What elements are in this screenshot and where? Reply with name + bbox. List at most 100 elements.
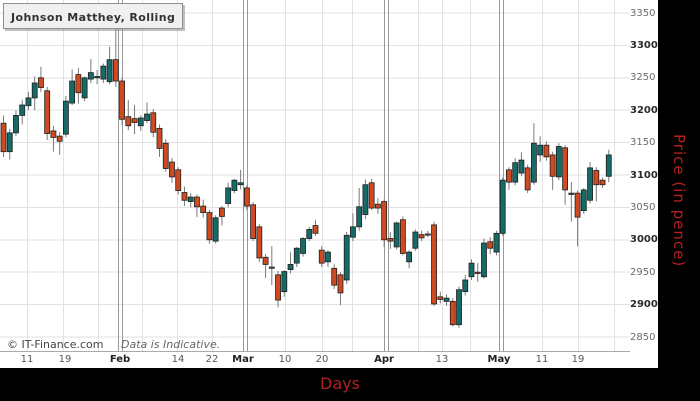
- candle-up[interactable]: [343, 234, 350, 281]
- candle-up[interactable]: [87, 72, 94, 80]
- candle-down[interactable]: [38, 77, 44, 88]
- candle-up[interactable]: [106, 59, 113, 83]
- candle-up[interactable]: [531, 142, 537, 183]
- candle-up[interactable]: [393, 222, 400, 248]
- candle-up[interactable]: [325, 251, 331, 263]
- candle-up[interactable]: [518, 159, 525, 174]
- candle-up[interactable]: [225, 187, 232, 204]
- candle-down[interactable]: [368, 182, 375, 209]
- candle-up[interactable]: [468, 262, 475, 278]
- candle-up[interactable]: [137, 117, 144, 127]
- candle-down[interactable]: [374, 203, 381, 209]
- candle-up[interactable]: [605, 154, 612, 177]
- candle-up[interactable]: [587, 167, 593, 201]
- candle-down[interactable]: [431, 224, 437, 305]
- candle-down[interactable]: [268, 266, 275, 269]
- candle-down[interactable]: [119, 80, 125, 120]
- candle-down[interactable]: [599, 179, 606, 186]
- candle-up[interactable]: [456, 289, 462, 326]
- candle-down[interactable]: [549, 154, 556, 177]
- candle-up[interactable]: [555, 146, 562, 178]
- candle-up[interactable]: [281, 271, 288, 293]
- candle-up[interactable]: [350, 226, 356, 238]
- candle-down[interactable]: [318, 249, 325, 264]
- candle-up[interactable]: [300, 238, 306, 254]
- candle-up[interactable]: [19, 104, 26, 116]
- candle-up[interactable]: [512, 162, 519, 183]
- candle-down[interactable]: [474, 271, 481, 274]
- candle-down[interactable]: [150, 112, 157, 133]
- candle-down[interactable]: [262, 256, 269, 265]
- candle-down[interactable]: [112, 59, 119, 82]
- candle-up[interactable]: [69, 80, 76, 104]
- candle-down[interactable]: [312, 225, 319, 234]
- candle-up[interactable]: [306, 229, 313, 239]
- candle-down[interactable]: [218, 207, 225, 217]
- candle-down[interactable]: [206, 212, 213, 241]
- candle-down[interactable]: [449, 300, 456, 326]
- candle-up[interactable]: [462, 279, 469, 293]
- candle-down[interactable]: [0, 122, 7, 153]
- candle-down[interactable]: [337, 274, 344, 294]
- candle-up[interactable]: [580, 189, 587, 212]
- candle-down[interactable]: [243, 187, 250, 207]
- candle-up[interactable]: [537, 144, 544, 156]
- candle-down[interactable]: [275, 274, 281, 301]
- candle-down[interactable]: [424, 233, 431, 236]
- candle-down[interactable]: [56, 135, 63, 142]
- candle-down[interactable]: [331, 267, 338, 286]
- candle-up[interactable]: [100, 65, 107, 80]
- candle-up[interactable]: [568, 192, 575, 195]
- candle-up[interactable]: [81, 77, 88, 99]
- candle-down[interactable]: [387, 238, 394, 242]
- candle-up[interactable]: [187, 196, 194, 202]
- candle-down[interactable]: [194, 196, 200, 208]
- candle-up[interactable]: [287, 264, 294, 271]
- candle-down[interactable]: [437, 296, 444, 300]
- candle-down[interactable]: [399, 219, 406, 254]
- candle-up[interactable]: [6, 132, 13, 153]
- candle-up[interactable]: [412, 231, 419, 249]
- candle-down[interactable]: [543, 144, 550, 158]
- candle-down[interactable]: [250, 204, 257, 239]
- candle-down[interactable]: [131, 118, 138, 123]
- candle-down[interactable]: [381, 201, 388, 241]
- candle-down[interactable]: [506, 169, 512, 183]
- candle-down[interactable]: [574, 192, 581, 218]
- candle-up[interactable]: [443, 297, 450, 302]
- candle-up[interactable]: [362, 184, 369, 215]
- candle-down[interactable]: [256, 226, 263, 259]
- candle-down[interactable]: [181, 192, 188, 201]
- candle-down[interactable]: [487, 241, 494, 249]
- candle-down[interactable]: [418, 234, 425, 239]
- candle-up[interactable]: [94, 76, 100, 79]
- candle-up[interactable]: [293, 247, 300, 264]
- candle-up[interactable]: [237, 182, 244, 186]
- candle-up[interactable]: [481, 242, 487, 278]
- candle-down[interactable]: [524, 167, 531, 191]
- candle-up[interactable]: [144, 113, 150, 121]
- candle-down[interactable]: [562, 147, 568, 191]
- candle-up[interactable]: [13, 114, 19, 134]
- candle-up[interactable]: [63, 100, 69, 135]
- candle-down[interactable]: [200, 205, 207, 213]
- candle-up[interactable]: [499, 179, 506, 234]
- candle-down[interactable]: [162, 142, 169, 169]
- candle-up[interactable]: [25, 97, 32, 107]
- plot-area[interactable]: Johnson Matthey, Rolling © IT-Finance.co…: [0, 0, 658, 368]
- candle-up[interactable]: [406, 251, 413, 263]
- candle-up[interactable]: [493, 232, 500, 253]
- candle-down[interactable]: [593, 170, 600, 186]
- candle-down[interactable]: [125, 116, 132, 127]
- candle-up[interactable]: [356, 206, 363, 228]
- candle-down[interactable]: [44, 90, 51, 134]
- candle-down[interactable]: [156, 127, 163, 149]
- candle-up[interactable]: [231, 179, 238, 191]
- candle-down[interactable]: [169, 161, 175, 178]
- candle-up[interactable]: [212, 217, 219, 242]
- candle-up[interactable]: [31, 82, 38, 99]
- candle-down[interactable]: [175, 169, 182, 191]
- candle-down[interactable]: [75, 74, 82, 94]
- candle-down[interactable]: [50, 130, 57, 138]
